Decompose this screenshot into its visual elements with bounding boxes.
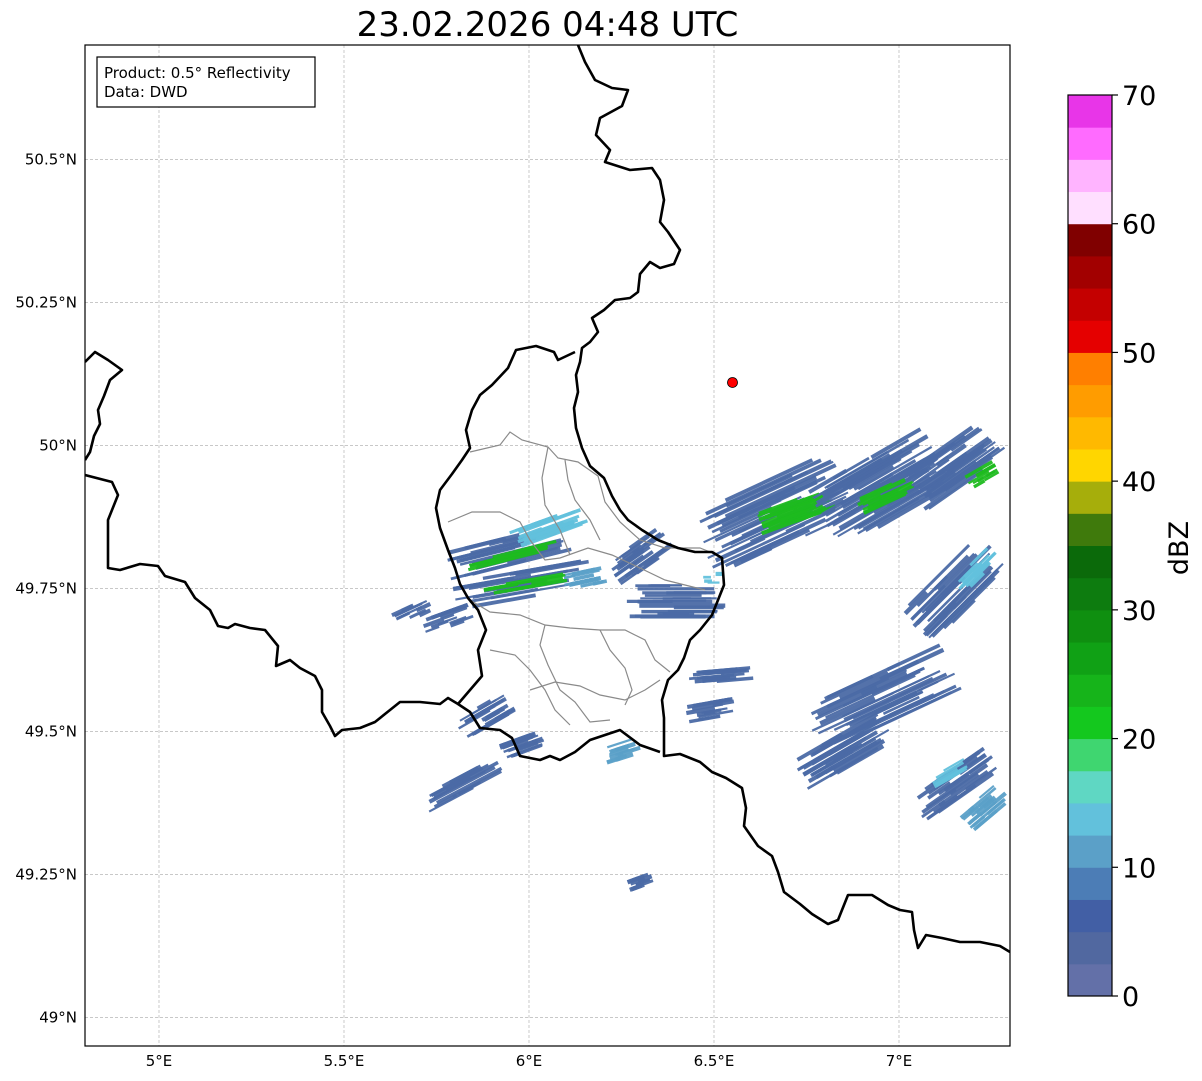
radar-site-marker [727, 377, 738, 388]
x-tick-label: 6°E [516, 1052, 543, 1070]
precip-echo [964, 460, 1000, 489]
admin-boundary [539, 624, 611, 723]
precip-echo [757, 491, 837, 536]
y-tick-label: 49.25°N [15, 865, 77, 883]
x-tick-label: 5°E [146, 1052, 173, 1070]
precip-echo [626, 584, 726, 619]
national-border [434, 344, 576, 705]
admin-boundary [599, 629, 633, 706]
national-border [85, 350, 124, 461]
admin-boundary [541, 446, 571, 556]
precip-echo [467, 539, 557, 572]
admin-boundary [529, 679, 661, 701]
admin-boundary [489, 649, 571, 726]
admin-boundary [447, 511, 706, 591]
y-axis-ticks: 49°N 49.25°N 49.5°N 49.75°N 50°N 50.25°N 50.5°… [15, 150, 77, 1026]
map-title: 23.02.2026 04:48 UTC [356, 5, 739, 45]
radar-site-dot [727, 377, 738, 388]
precip-echo [810, 643, 962, 748]
precip-echo [422, 602, 474, 633]
precip-echo [703, 571, 724, 584]
precip-echo [903, 425, 1006, 511]
y-tick-label: 50.25°N [15, 293, 77, 311]
x-axis-ticks: 5°E 5.5°E 6°E 6.5°E 7°E [146, 1052, 913, 1070]
info-box: Product: 0.5° Reflectivity Data: DWD [96, 56, 316, 108]
precip-echo [483, 572, 568, 595]
precip-echo [857, 477, 915, 515]
national-border [85, 473, 661, 762]
precip-echo [563, 566, 608, 588]
precip-echo [957, 547, 997, 590]
admin-boundary [469, 431, 721, 557]
x-tick-label: 7°E [886, 1052, 913, 1070]
precip-echo [932, 758, 968, 789]
y-tick-label: 49.5°N [25, 722, 77, 740]
y-tick-label: 49.75°N [15, 579, 77, 597]
precip-echo [428, 760, 503, 813]
info-data-source: Data: DWD [104, 83, 188, 101]
precip-echo [685, 697, 735, 724]
info-product: Product: 0.5° Reflectivity [104, 64, 291, 82]
precip-echo [796, 712, 890, 790]
precip-echo [499, 731, 545, 759]
precipitation-layer [391, 425, 1007, 892]
precip-echo [626, 872, 654, 892]
precip-echo [391, 599, 432, 621]
x-tick-label: 5.5°E [324, 1052, 365, 1070]
y-tick-label: 50.5°N [25, 150, 77, 168]
admin-boundary [469, 599, 671, 673]
x-tick-label: 6.5°E [694, 1052, 735, 1070]
precip-echo [611, 527, 674, 586]
y-tick-label: 50°N [39, 436, 77, 454]
precip-echo [688, 666, 754, 684]
precip-echo [916, 746, 998, 821]
y-tick-label: 49°N [39, 1008, 77, 1026]
national-border [572, 45, 1010, 954]
precip-echo [959, 784, 1007, 832]
map-frame [84, 44, 1011, 1047]
admin-boundary [564, 459, 601, 541]
precip-echo [606, 738, 641, 765]
